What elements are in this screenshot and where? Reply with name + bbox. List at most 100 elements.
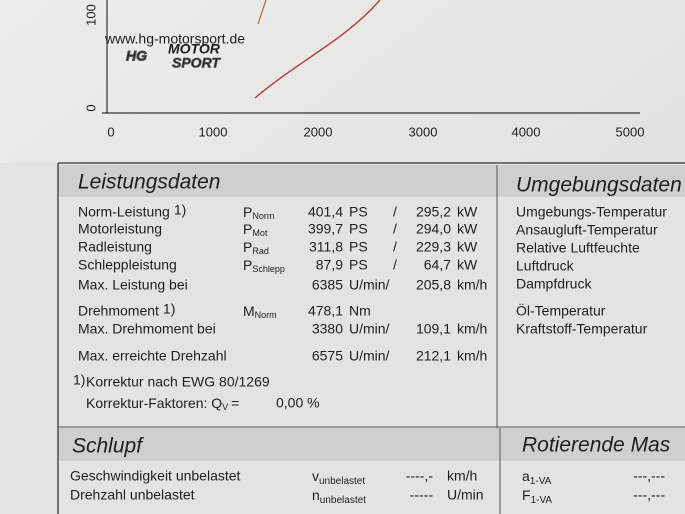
section-title: Schlupf <box>72 435 144 458</box>
torque-curve <box>257 0 267 25</box>
x-tick-label: 4000 <box>512 124 541 139</box>
row-symbol: PRad <box>243 239 269 257</box>
row-unit: km/h <box>457 321 487 337</box>
logo-sport: SPORT <box>172 55 221 71</box>
symbol: F <box>522 487 531 503</box>
row-symbol: PSchlepp <box>243 257 285 275</box>
row-unit: U/min/ <box>349 277 390 293</box>
row-unit: PS <box>349 204 368 220</box>
row-value: 311,8 <box>309 239 343 255</box>
section-title: Umgebungsdaten <box>516 174 682 197</box>
power-curve <box>254 0 381 99</box>
symbol: P <box>243 204 252 220</box>
symbol: P <box>243 257 252 273</box>
row-unit: km/h <box>447 468 477 484</box>
x-tick-label: 1000 <box>199 124 228 139</box>
row-unit: U/min/ <box>349 348 390 364</box>
footnote-text: Korrektur nach EWG 80/1269 <box>86 374 270 390</box>
row-value: 64,7 <box>424 257 451 273</box>
item-label: Kraftstoff-Temperatur <box>516 321 648 337</box>
item-label: Dampfdruck <box>516 276 592 292</box>
subscript: V <box>222 402 228 412</box>
symbol: v <box>312 468 319 484</box>
row-symbol: a1-VA <box>522 468 552 487</box>
item-label: Umgebungs-Temperatur <box>516 204 667 220</box>
logo-brand: HG <box>126 48 147 64</box>
row-unit: km/h <box>457 348 487 364</box>
row-value: 6385 <box>312 277 343 293</box>
factors-eq: = <box>231 395 239 411</box>
row-symbol: F1-VA <box>522 487 552 506</box>
row-value: ---,--- <box>633 468 665 484</box>
footnote-marker: 1) <box>174 202 186 218</box>
row-value: 87,9 <box>316 257 343 273</box>
symbol: M <box>243 303 255 319</box>
row-unit: U/min/ <box>349 321 390 337</box>
logo-motor: MOTOR <box>168 41 221 57</box>
subscript: unbelastet <box>319 476 365 487</box>
row-value: 229,3 <box>416 239 451 255</box>
row-unit: U/min <box>447 487 484 503</box>
row-unit: PS <box>349 239 368 255</box>
row-value: ---,--- <box>633 487 665 503</box>
row-label: Radleistung <box>78 239 152 255</box>
row-value: 399,7 <box>308 221 343 237</box>
row-symbol: PNorm <box>243 204 274 222</box>
row-separator: / <box>393 257 397 273</box>
subscript: 1-VA <box>530 476 552 487</box>
subscript: unbelastet <box>320 495 366 506</box>
symbol: P <box>243 239 252 255</box>
row-value: ----- <box>410 487 434 503</box>
row-label: Drehmoment <box>78 303 159 319</box>
row-value: 294,0 <box>416 221 451 237</box>
symbol: P <box>243 221 252 237</box>
subscript: Rad <box>252 246 269 256</box>
row-symbol: PMot <box>243 221 268 239</box>
row-label: Max. erreichte Drehzahl <box>78 348 227 364</box>
row-value: 478,1 <box>308 303 343 319</box>
subscript: Norm <box>255 310 277 320</box>
row-symbol: MNorm <box>243 303 277 321</box>
row-unit: kW <box>457 239 478 255</box>
y-tick-label: 100 <box>83 4 98 26</box>
logo-url: www.hg-motorsport.de <box>104 31 245 47</box>
row-label: Motorleistung <box>78 221 162 237</box>
row-value: 109,1 <box>416 321 451 337</box>
footnote-marker: 1) <box>73 372 85 388</box>
row-symbol: vunbelastet <box>312 468 365 487</box>
row-value: 205,8 <box>416 277 451 293</box>
row-label: Geschwindigkeit unbelastet <box>70 468 241 484</box>
item-label: Öl-Temperatur <box>516 302 606 319</box>
x-tick-label: 5000 <box>616 124 645 139</box>
row-unit: kW <box>457 257 478 273</box>
symbol: n <box>312 487 320 503</box>
x-tick-label: 2000 <box>304 124 333 139</box>
row-separator: / <box>393 204 397 220</box>
row-value: 401,4 <box>308 204 343 220</box>
header-band <box>59 165 685 197</box>
symbol: a <box>522 468 530 484</box>
item-label: Relative Luftfeuchte <box>516 240 640 256</box>
header-band <box>59 428 685 461</box>
row-separator: / <box>393 221 397 237</box>
row-label: Drehzahl unbelastet <box>70 487 195 503</box>
section-title: Leistungsdaten <box>78 171 220 194</box>
section-title: Rotierende Mas <box>522 434 671 457</box>
row-unit: km/h <box>457 277 487 293</box>
subscript: 1-VA <box>531 495 553 506</box>
row-value: ----,- <box>406 468 434 484</box>
row-unit: PS <box>349 221 368 237</box>
row-value: 3380 <box>312 321 343 337</box>
row-label: Max. Leistung bei <box>78 277 188 293</box>
row-label: Schleppleistung <box>78 257 177 273</box>
factors-label: Korrektur-Faktoren: Q <box>86 395 222 411</box>
row-unit: kW <box>457 221 478 237</box>
item-label: Ansaugluft-Temperatur <box>516 222 658 238</box>
row-unit: kW <box>457 204 478 220</box>
subscript: Norm <box>252 211 274 221</box>
row-label: Max. Drehmoment bei <box>78 321 216 337</box>
row-value: 212,1 <box>416 348 451 364</box>
subscript: Schlepp <box>252 264 285 274</box>
